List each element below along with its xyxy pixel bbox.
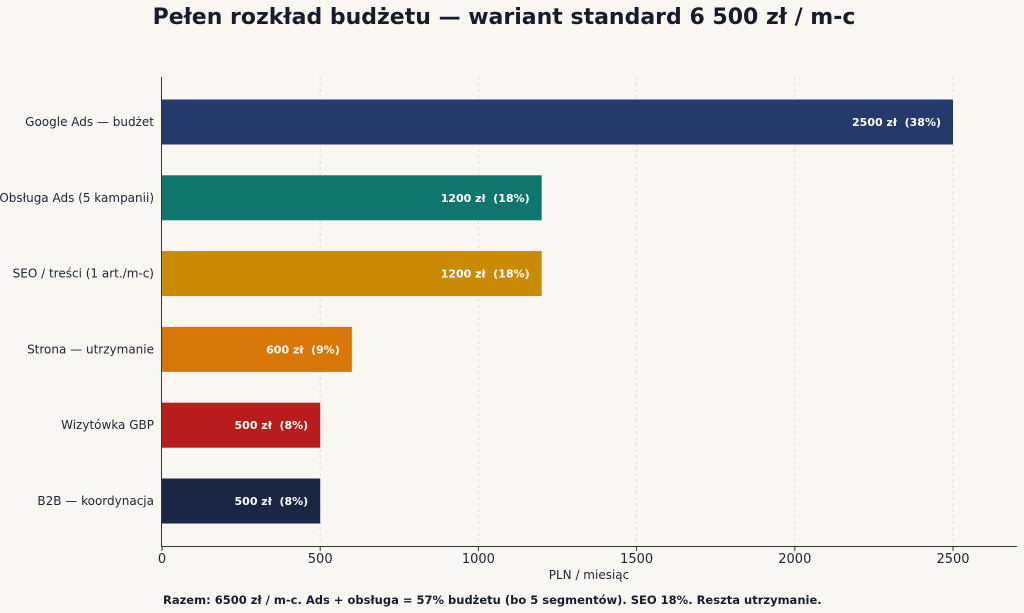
bars <box>162 99 953 524</box>
bar <box>162 175 542 221</box>
grid-lines <box>319 77 954 546</box>
x-tick-label: 500 <box>308 552 333 567</box>
x-tick-label: 1000 <box>462 552 495 567</box>
category-label: Wizytówka GBP <box>61 418 154 432</box>
x-axis-label: PLN / miesiąc <box>549 568 630 582</box>
x-tick-label: 0 <box>158 552 166 567</box>
bar-value-label: 1200 zł (18%) <box>441 192 530 205</box>
bar <box>162 478 321 524</box>
x-tick-label: 2000 <box>778 552 811 567</box>
x-ticks: 0 500 1000 1500 2000 2500 <box>158 546 970 567</box>
bar <box>162 326 352 372</box>
footnote: Razem: 6500 zł / m-c. Ads + obsługa = 57… <box>163 593 822 607</box>
x-tick-label: 2500 <box>936 552 969 567</box>
chart-title: Pełen rozkład budżetu — wariant standard… <box>153 5 856 30</box>
bar-value-label: 2500 zł (38%) <box>852 116 941 129</box>
bar-data-labels: 2500 zł (38%) 1200 zł (18%) 1200 zł (18%) 6… <box>235 116 941 508</box>
bar-value-label: 600 zł (9%) <box>266 343 340 356</box>
bar-value-label: 500 zł (8%) <box>235 495 309 508</box>
bar <box>162 402 321 448</box>
x-tick-label: 1500 <box>620 552 653 567</box>
category-label: Google Ads — budżet <box>25 115 154 129</box>
bar-value-label: 1200 zł (18%) <box>441 268 530 281</box>
bar <box>162 99 953 145</box>
category-labels: Google Ads — budżet Obsługa Ads (5 kampan… <box>0 115 154 508</box>
bar <box>162 251 542 297</box>
category-label: Strona — utrzymanie <box>27 342 154 356</box>
category-label: Obsługa Ads (5 kampanii) <box>0 191 154 205</box>
bar-value-label: 500 zł (8%) <box>235 419 309 432</box>
category-label: SEO / treści (1 art./m-c) <box>13 267 154 281</box>
category-label: B2B — koordynacja <box>37 494 154 508</box>
